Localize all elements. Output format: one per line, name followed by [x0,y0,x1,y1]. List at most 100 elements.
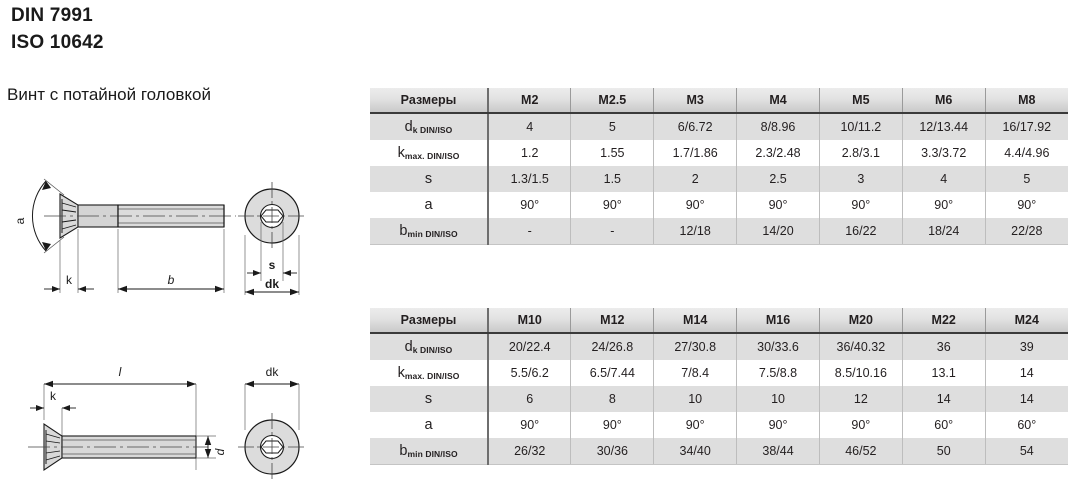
cell: 1.2 [488,140,572,166]
dimensions-table-2: Размеры M10 M12 M14 M16 M20 M22 M24 dk D… [370,308,1068,465]
screw-side-view-svg: a k b s dk [13,178,306,296]
cell: 6.5/7.44 [570,360,655,386]
cell: 3 [819,166,903,192]
cell: 90° [488,412,572,438]
row-label-base: d [404,119,413,135]
row-label-sub: min DIN/ISO [407,229,458,239]
standard-din: DIN 7991 [11,5,93,26]
row-label-s: s [370,166,490,192]
cell: 3.3/3.72 [902,140,986,166]
row-label-base: a [424,197,433,213]
cell: 6/6.72 [653,113,738,140]
cell: 5 [985,166,1068,192]
cell: 46/52 [819,438,903,465]
row-label-sub: k DIN/ISO [412,345,453,355]
row-label-base: s [424,391,433,407]
cell: 5.5/6.2 [488,360,572,386]
cell: 7/8.4 [653,360,738,386]
col-header-m6: M6 [902,88,986,114]
cell: 60° [985,412,1068,438]
col-header-m4: M4 [736,88,820,114]
cell: 1.7/1.86 [653,140,738,166]
cell: 30/36 [570,438,655,465]
table-row: a 90° 90° 90° 90° 90° 90° 90° [370,192,1068,218]
drawing-bottom: l k d dk [0,352,340,500]
cell: 14/20 [736,218,820,245]
cell: 2.8/3.1 [819,140,903,166]
row-label-dk: dk DIN/ISO [370,113,490,140]
dim-label-angle: a [13,217,27,224]
col-header-m22: M22 [902,308,986,334]
cell: 13.1 [902,360,986,386]
cell: 90° [488,192,572,218]
cell: 12 [819,386,903,412]
row-label-a: a [370,192,490,218]
cell: 2.3/2.48 [736,140,820,166]
table-row: kmax. DIN/ISO 1.2 1.55 1.7/1.86 2.3/2.48… [370,140,1068,166]
col-header-sizes: Размеры [370,308,490,334]
cell: 54 [985,438,1068,465]
col-header-m25: M2.5 [570,88,655,114]
table-1-body: dk DIN/ISO 4 5 6/6.72 8/8.96 10/11.2 12/… [370,113,1068,245]
left-panel: DIN 7991 ISO 10642 Винт с потайной голов… [0,0,360,500]
col-header-m24: M24 [985,308,1068,334]
row-label-a: a [370,412,490,438]
col-header-m12: M12 [570,308,655,334]
cell: 90° [653,192,738,218]
cell: 90° [736,192,820,218]
cell: 7.5/8.8 [736,360,820,386]
row-label-bmin: bmin DIN/ISO [370,438,490,465]
cell: 5 [570,113,655,140]
row-label-base: a [424,417,433,433]
table-row: dk DIN/ISO 4 5 6/6.72 8/8.96 10/11.2 12/… [370,113,1068,140]
col-header-m8: M8 [985,88,1068,114]
cell: 16/17.92 [985,113,1068,140]
cell: 60° [902,412,986,438]
product-subtitle: Винт с потайной головкой [7,85,211,104]
cell: 90° [819,192,903,218]
cell: 14 [985,386,1068,412]
dim-label-head-diameter-2: dk [266,365,280,379]
col-header-m16: M16 [736,308,820,334]
cell: 90° [570,192,655,218]
cell: 10/11.2 [819,113,903,140]
drawing-top: a k b s dk [0,155,340,305]
dim-label-head-height-2: k [50,389,57,403]
dim-label-shank-diameter: d [213,448,227,455]
cell: 36/40.32 [819,333,903,360]
cell: 12/13.44 [902,113,986,140]
row-label-sub: k DIN/ISO [412,125,453,135]
row-label-s: s [370,386,490,412]
cell: 27/30.8 [653,333,738,360]
col-header-m20: M20 [819,308,903,334]
cell: 2 [653,166,738,192]
cell: 24/26.8 [570,333,655,360]
cell: 14 [985,360,1068,386]
dim-label-socket: s [269,258,276,272]
table-row: s 6 8 10 10 12 14 14 [370,386,1068,412]
cell: 6 [488,386,572,412]
row-label-sub: max. DIN/ISO [404,151,460,161]
col-header-sizes: Размеры [370,88,490,114]
dimensions-table-1: Размеры M2 M2.5 M3 M4 M5 M6 M8 dk DIN/IS… [370,88,1068,245]
cell: 14 [902,386,986,412]
dim-label-thread-length: b [168,273,175,287]
row-label-sub: max. DIN/ISO [404,371,460,381]
col-header-m10: M10 [488,308,572,334]
row-label-base: k [397,145,405,161]
table-row: kmax. DIN/ISO 5.5/6.2 6.5/7.44 7/8.4 7.5… [370,360,1068,386]
cell: 4.4/4.96 [985,140,1068,166]
cell: 8.5/10.16 [819,360,903,386]
row-label-base: s [424,171,433,187]
cell: 2.5 [736,166,820,192]
cell: 1.5 [570,166,655,192]
cell: 20/22.4 [488,333,572,360]
row-label-kmax: kmax. DIN/ISO [370,360,490,386]
cell: 10 [736,386,820,412]
cell: 36 [902,333,986,360]
cell: 8 [570,386,655,412]
cell: 1.3/1.5 [488,166,572,192]
table-1-header: Размеры M2 M2.5 M3 M4 M5 M6 M8 [370,88,1068,114]
cell: 90° [570,412,655,438]
